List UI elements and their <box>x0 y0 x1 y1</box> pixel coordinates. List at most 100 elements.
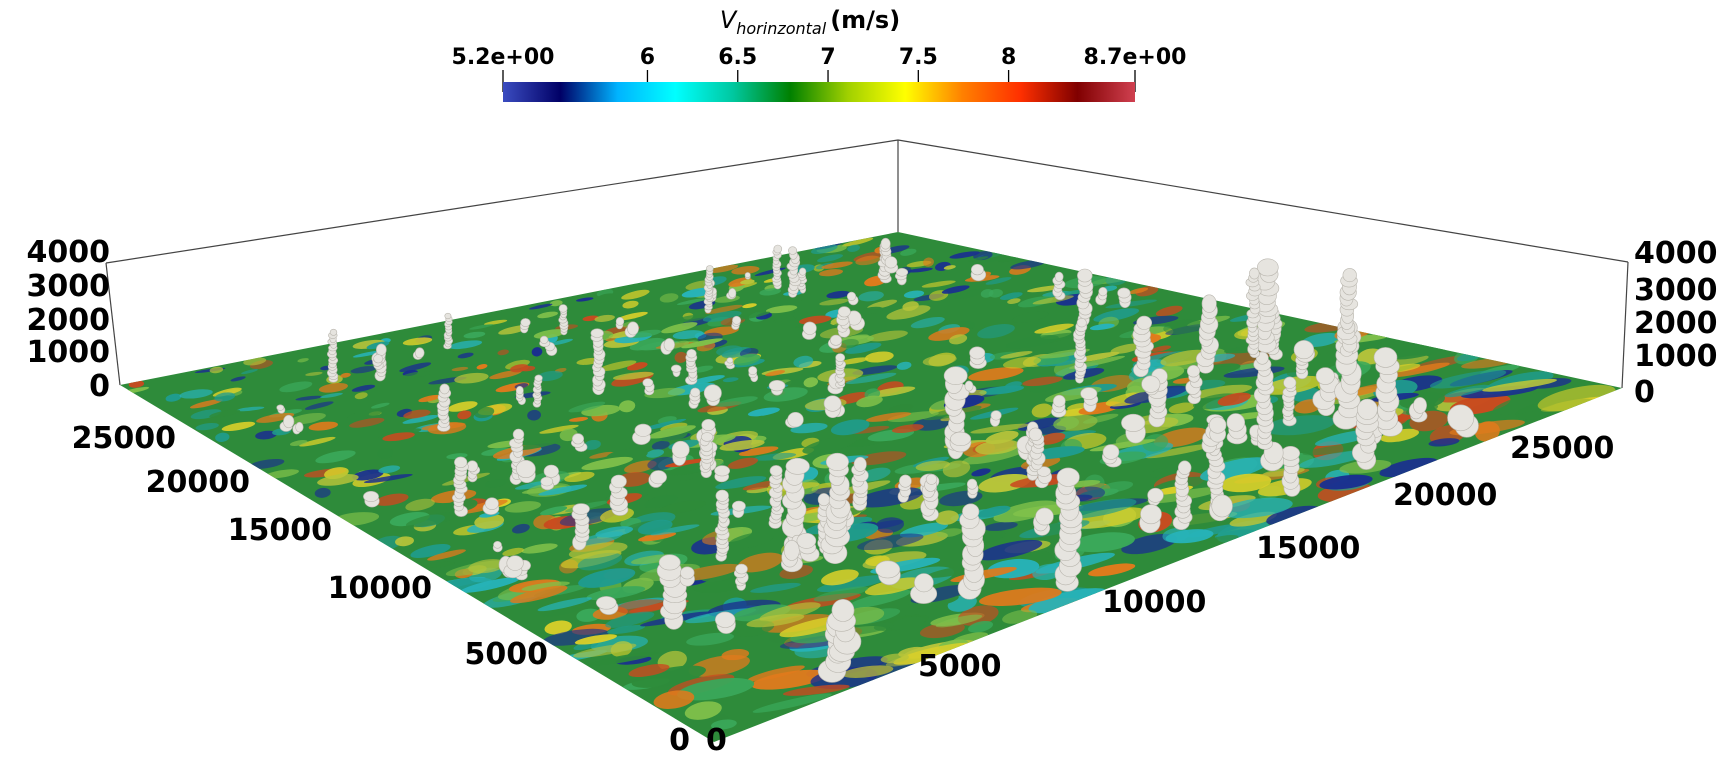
velocity-streak <box>1302 443 1371 456</box>
cloud-column <box>969 346 987 369</box>
velocity-streak <box>910 316 945 329</box>
velocity-streak <box>402 414 439 424</box>
cloud-puff <box>1036 466 1051 477</box>
velocity-streak <box>935 614 983 628</box>
y-tick: 15000 <box>228 513 332 548</box>
cloud-column <box>1095 287 1108 306</box>
velocity-streak <box>489 370 522 380</box>
velocity-streak <box>287 412 326 425</box>
cloud-column <box>989 410 1002 427</box>
cloud-puff <box>663 338 675 352</box>
velocity-streak <box>427 549 466 561</box>
cloud-column <box>670 364 682 378</box>
velocity-streak <box>841 237 874 247</box>
velocity-streak <box>549 300 563 307</box>
colorbar-gradient <box>503 82 1135 102</box>
cloud-column <box>1132 315 1154 378</box>
cloud-puff <box>512 428 525 441</box>
cloud-puff <box>1098 287 1108 297</box>
cloud-puff <box>454 456 468 468</box>
velocity-streak <box>856 395 883 408</box>
velocity-streak <box>528 303 553 310</box>
z-tick-left: 4000 <box>27 235 111 270</box>
velocity-streak <box>448 340 483 350</box>
cloud-column <box>558 304 569 336</box>
velocity-streak <box>1444 384 1490 398</box>
velocity-streak <box>976 539 1043 561</box>
velocity-streak <box>468 559 506 574</box>
cloud-column <box>1208 416 1227 443</box>
velocity-streak <box>594 314 615 322</box>
cloud-puff <box>966 478 978 490</box>
velocity-streak <box>538 484 588 496</box>
velocity-streak <box>318 382 348 393</box>
cloud-column <box>780 540 803 573</box>
colorbar-title: Vhorinzontal (m/s) <box>720 6 900 38</box>
cloud-puff <box>363 490 379 502</box>
cloud-puff <box>899 474 912 488</box>
velocity-streak <box>845 342 882 354</box>
cloud-column <box>786 246 802 298</box>
cloud-column <box>714 611 736 634</box>
cloud-column <box>590 328 606 395</box>
cloud-column <box>1336 268 1359 357</box>
velocity-streak <box>644 387 686 399</box>
velocity-streak <box>903 290 925 299</box>
velocity-streak <box>755 273 778 282</box>
cloud-column <box>1373 347 1403 437</box>
cloud-column <box>846 310 865 331</box>
colorbar-tick-label: 8 <box>1001 45 1016 70</box>
velocity-streak <box>510 364 529 373</box>
cloud-column <box>1351 398 1379 470</box>
velocity-streak <box>1000 351 1033 359</box>
cloud-column <box>768 380 786 396</box>
cloud-column <box>1147 487 1164 506</box>
cloud-column <box>443 312 453 350</box>
velocity-streak <box>886 305 931 320</box>
velocity-streak <box>511 523 530 534</box>
cloud-puff <box>853 456 867 472</box>
velocity-streak <box>375 493 409 506</box>
cloud-puff <box>1373 347 1398 368</box>
cloud-column <box>884 256 899 274</box>
cloud-column <box>1312 367 1340 417</box>
velocity-streak <box>978 473 1031 493</box>
velocity-streak <box>457 352 474 359</box>
velocity-streak <box>352 469 384 481</box>
x-axis-right-edge: 0 5000 10000 15000 20000 25000 <box>706 431 1614 758</box>
cloud-puff <box>295 421 304 433</box>
velocity-streak <box>346 409 383 421</box>
cloud-column <box>733 563 749 591</box>
cloud-puff <box>726 357 734 364</box>
velocity-streak <box>189 399 223 409</box>
cloud-puff <box>1136 315 1152 330</box>
cloud-column <box>1117 287 1132 308</box>
cloud-puff <box>444 312 452 320</box>
velocity-streak <box>559 508 618 526</box>
cloud-column <box>679 566 695 587</box>
velocity-streak <box>201 384 217 389</box>
velocity-streak <box>564 471 595 483</box>
cloud-puff <box>884 256 898 269</box>
velocity-streak <box>867 330 908 342</box>
cloud-puff <box>1226 413 1246 432</box>
velocity-streak <box>531 347 543 357</box>
cloud-puff <box>744 272 751 279</box>
cloud-column <box>826 599 862 662</box>
cloud-puff <box>615 316 625 326</box>
velocity-streak <box>845 372 897 385</box>
velocity-streak <box>915 460 950 471</box>
cloud-puff <box>649 470 667 485</box>
cloud-puff <box>1035 507 1054 526</box>
velocity-streak <box>1162 527 1189 543</box>
cloud-column <box>595 596 619 615</box>
cloud-puff <box>964 380 974 392</box>
velocity-streak <box>1110 343 1142 354</box>
cloud-puff <box>680 566 695 580</box>
velocity-streak <box>405 512 459 528</box>
velocity-streak <box>672 330 704 340</box>
cloud-column <box>836 306 851 338</box>
velocity-streak <box>340 372 351 378</box>
velocity-streak <box>447 401 478 412</box>
velocity-streak <box>315 450 356 464</box>
